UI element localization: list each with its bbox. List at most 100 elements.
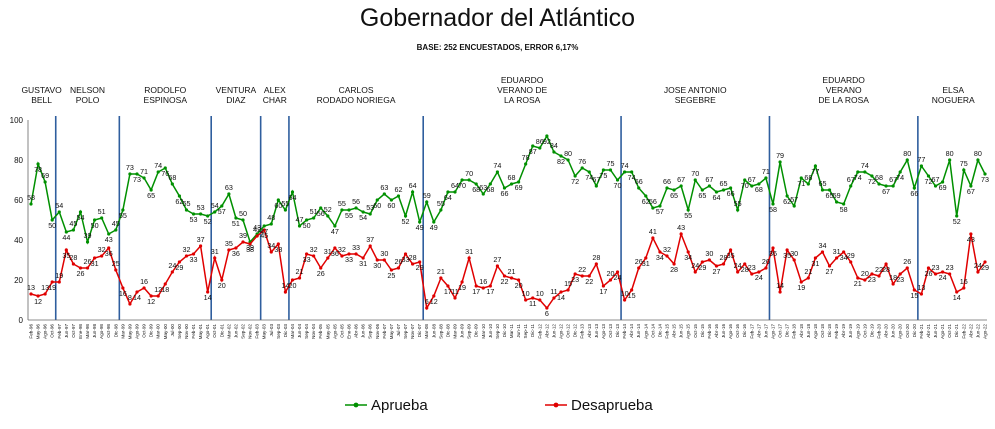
data-point <box>693 270 697 274</box>
data-point <box>729 186 733 190</box>
data-label: 6 <box>425 297 429 306</box>
x-tick-label: Feb-96 <box>29 324 34 339</box>
data-label: 55 <box>437 199 445 208</box>
data-point <box>594 262 598 266</box>
data-label: 43 <box>967 235 975 244</box>
data-point <box>750 272 754 276</box>
x-tick-label: Feb-03 <box>255 324 260 339</box>
data-point <box>637 186 641 190</box>
data-label: 29 <box>175 263 183 272</box>
x-tick-label: Nov-07 <box>410 324 415 339</box>
data-label: 68 <box>508 173 516 182</box>
data-point <box>884 184 888 188</box>
data-point <box>234 216 238 220</box>
x-tick-label: Sep-00 <box>177 324 182 339</box>
data-point <box>262 228 266 232</box>
data-label: 28 <box>720 253 728 262</box>
x-tick-label: Abr-20 <box>884 324 889 338</box>
data-point <box>601 284 606 288</box>
data-label: 22 <box>585 277 593 286</box>
governor-label: BELL <box>31 95 52 105</box>
data-label: 47 <box>260 227 268 236</box>
data-point <box>290 278 295 282</box>
data-label: 21 <box>508 267 516 276</box>
data-label: 57 <box>218 207 226 216</box>
data-point <box>432 220 436 224</box>
data-point <box>785 248 789 252</box>
data-label: 65 <box>818 179 826 188</box>
governor-label: ALEX <box>264 85 286 95</box>
x-tick-label: Dic-15 <box>700 324 705 338</box>
x-tick-label: May-00 <box>163 324 168 340</box>
data-point <box>213 210 217 214</box>
x-tick-label: Jun-14 <box>636 324 641 338</box>
data-point <box>163 282 167 286</box>
data-point <box>361 256 365 260</box>
x-tick-label: Jun-20 <box>891 324 896 338</box>
data-point <box>305 252 309 256</box>
data-label: 67 <box>847 175 855 184</box>
data-label: 70 <box>691 169 699 178</box>
y-tick-label: 40 <box>14 236 23 245</box>
data-label: 56 <box>352 197 360 206</box>
data-label: 34 <box>267 241 275 250</box>
x-tick-label: Feb-97 <box>57 324 62 339</box>
data-label: 66 <box>910 189 918 198</box>
data-label: 14 <box>204 293 212 302</box>
data-label: 6 <box>545 309 549 318</box>
x-tick-label: Dic-09 <box>474 324 479 338</box>
data-point <box>672 262 676 266</box>
data-point <box>326 256 330 260</box>
data-point <box>269 250 273 254</box>
data-point <box>326 214 330 218</box>
data-point <box>156 170 160 174</box>
data-point <box>234 246 238 250</box>
data-label: 31 <box>359 259 367 268</box>
data-label: 56 <box>317 209 325 218</box>
data-point <box>587 274 591 278</box>
data-point <box>305 218 309 222</box>
governor-label: EDUARDO <box>501 75 544 85</box>
data-label: 65 <box>720 179 728 188</box>
x-tick-label: Ago-98 <box>99 324 104 339</box>
data-label: 49 <box>430 223 438 232</box>
data-label: 36 <box>331 249 339 258</box>
data-point <box>736 208 740 212</box>
data-label: 69 <box>515 183 523 192</box>
data-label: 77 <box>917 155 925 164</box>
data-label: 58 <box>27 193 35 202</box>
data-label: 43 <box>677 223 685 232</box>
x-tick-label: Abr-06 <box>354 324 359 338</box>
x-tick-label: Mar-08 <box>424 324 429 339</box>
data-point <box>213 256 217 260</box>
data-label: 67 <box>705 175 713 184</box>
data-point <box>191 212 196 216</box>
data-label: 18 <box>889 273 897 282</box>
data-label: 66 <box>500 189 508 198</box>
data-label: 74 <box>854 173 862 182</box>
data-point <box>729 248 733 252</box>
data-label: 26 <box>84 257 92 266</box>
data-label: 31 <box>642 259 650 268</box>
x-tick-label: Feb-21 <box>919 324 924 339</box>
data-label: 26 <box>635 257 643 266</box>
data-point <box>771 246 775 250</box>
data-label: 52 <box>324 205 332 214</box>
data-point <box>976 158 980 162</box>
data-point <box>453 190 457 194</box>
data-point <box>679 184 683 188</box>
data-point <box>962 168 966 172</box>
data-label: 51 <box>232 219 240 228</box>
data-point <box>905 158 909 162</box>
data-label: 28 <box>592 253 600 262</box>
data-label: 26 <box>317 269 325 278</box>
x-tick-label: Mar-98 <box>85 324 90 339</box>
data-point <box>170 270 174 274</box>
x-tick-label: Jun-15 <box>679 324 684 338</box>
data-point <box>615 270 620 274</box>
data-point <box>686 250 690 254</box>
data-point <box>743 178 747 182</box>
data-label: 29 <box>416 263 424 272</box>
x-tick-label: Dic-10 <box>502 324 507 338</box>
data-label: 20 <box>861 269 869 278</box>
